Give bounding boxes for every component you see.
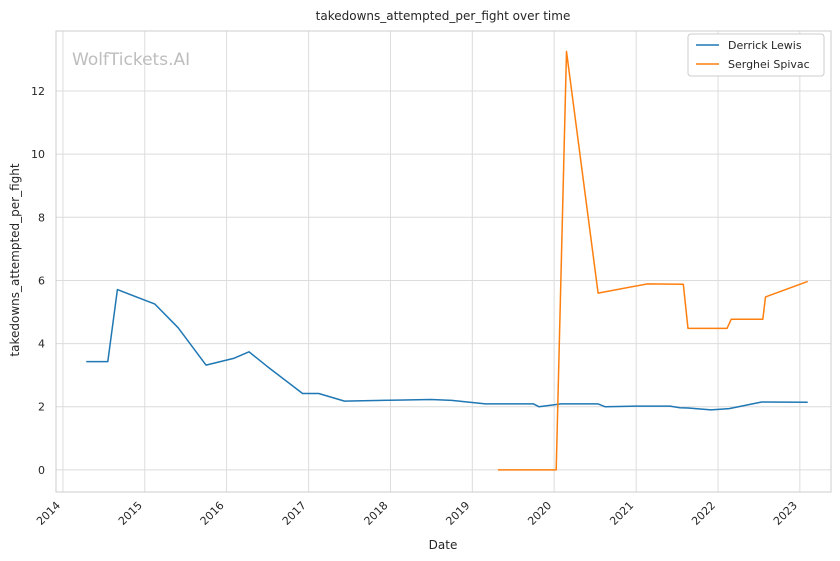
gridlines — [56, 31, 831, 492]
plot-frame — [55, 30, 832, 493]
y-tick-label: 12 — [31, 85, 45, 98]
y-tick-label: 2 — [38, 401, 45, 414]
legend: Derrick Lewis Serghei Spivac — [687, 33, 825, 77]
chart-title: takedowns_attempted_per_fight over time — [316, 9, 571, 23]
y-tick-label: 4 — [38, 338, 45, 351]
legend-label-derrick-lewis: Derrick Lewis — [728, 39, 802, 52]
y-tick-label: 10 — [31, 148, 45, 161]
y-tick-label: 6 — [38, 274, 45, 287]
y-tick-label: 8 — [38, 211, 45, 224]
y-tick-label: 0 — [38, 464, 45, 477]
series-line-serghei-spivac — [497, 50, 808, 471]
y-axis-label: takedowns_attempted_per_fight — [8, 163, 22, 356]
x-axis-label: Date — [429, 538, 458, 552]
watermark: WolfTickets.AI — [72, 50, 190, 70]
legend-box — [687, 33, 825, 77]
legend-label-serghei-spivac: Serghei Spivac — [728, 58, 810, 71]
y-axis-ticks: 0 2 4 6 8 10 12 — [31, 85, 45, 477]
series-lines — [86, 50, 808, 471]
